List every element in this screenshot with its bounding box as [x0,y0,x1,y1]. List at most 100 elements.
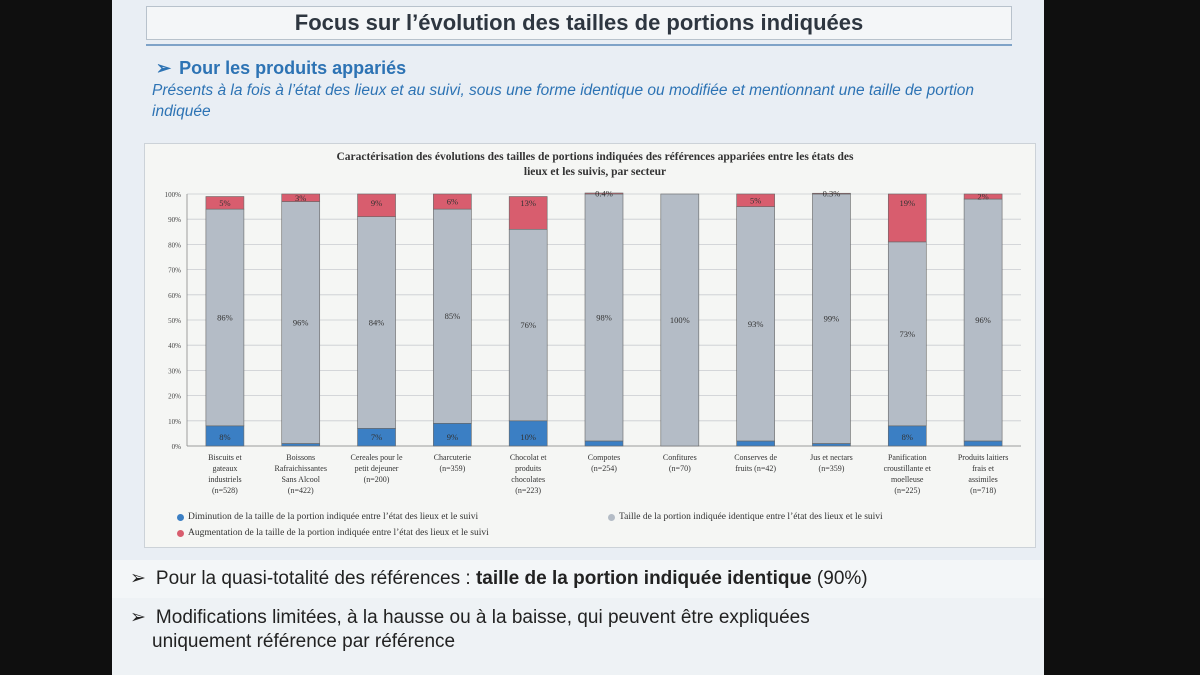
data-label: 7% [371,432,382,442]
x-category-label: (n=359) [439,464,465,473]
x-category-label: produits [515,464,541,473]
data-label: 3% [295,193,306,203]
y-tick-label: 20% [168,393,181,401]
x-category-label: moelleuse [891,475,924,484]
x-category-label: Jus et nectars [810,453,853,462]
legend-label-identical: Taille de la portion indiquée identique … [619,512,883,522]
bar-segment [584,193,624,442]
x-category-label: Conserves de [734,453,777,462]
data-label: 96% [975,315,991,325]
arrow-bullet-icon: ➢ [130,568,146,589]
bar-segment [508,196,548,230]
x-category-label: fruits (n=42) [735,464,776,473]
data-label: 98% [596,312,612,322]
legend-item-decrease: Diminution de la taille de la portion in… [177,512,478,522]
bar-segment [281,193,321,202]
stacked-bar-chart: 0% 10% 20% 30% 40% 50% 60% 70% 80% 90% 100% 8% 86% 5%… [165,188,1021,495]
x-category-label: (n=200) [364,475,390,484]
x-category-label: Biscuits et [208,453,242,462]
y-tick-label: 50% [168,317,181,325]
x-category-label: Sans Alcool [282,475,321,484]
data-label: 100% [670,315,690,325]
x-category-label: Compotes [588,453,620,462]
x-category-label: gateaux [212,464,237,473]
arrow-bullet-icon: ➢ [130,607,146,628]
bullet-row-2: ➢ Modifications limitées, à la hausse ou … [112,598,1044,675]
data-label: 8% [219,432,230,442]
data-label: 93% [748,319,764,329]
bar-segment [963,198,1003,442]
data-label: 19% [899,198,915,208]
legend-label-decrease: Diminution de la taille de la portion in… [188,512,479,522]
bullet-2-line2: uniquement référence par référence [152,631,456,652]
subtitle-text: Pour les produits appariés [179,58,407,78]
title-divider [146,44,1012,46]
x-category-label: chocolates [511,475,545,484]
x-category-label: Cereales pour le [351,453,403,462]
x-category-label: petit dejeuner [355,464,399,473]
x-category-label: Chocolat et [510,453,547,462]
bar-segment [887,241,927,427]
bar-segment [887,193,927,243]
x-category-label: industriels [208,475,241,484]
y-tick-label: 80% [168,241,181,249]
x-category-label: (n=70) [669,464,691,473]
bar-segment [205,208,245,427]
y-tick-label: 70% [168,267,181,275]
bar-segment [736,193,775,207]
bullet-1-text: Pour la quasi-totalité des références : [155,568,476,589]
data-label: 5% [219,198,230,208]
x-category-label: assimiles [968,475,997,484]
slide: Focus sur l’évolution des tailles de por… [112,0,1044,675]
data-label: 9% [371,198,382,208]
y-tick-label: 100% [165,191,182,199]
x-category-label: Charcuterie [434,453,472,462]
bar-segment [812,443,851,447]
x-category-label: (n=718) [970,486,996,495]
x-category-label: frais et [972,464,995,473]
x-category-label: (n=528) [212,486,238,495]
y-tick-label: 90% [168,216,181,224]
bullet-2-line1: Modifications limitées, à la hausse ou à… [155,607,810,628]
x-category-label: Produits laitiers [958,453,1008,462]
bar-segment [736,206,775,442]
data-label: 0.4% [595,188,613,198]
bar-segment [281,201,321,444]
bar-segment [357,193,396,217]
data-label: 76% [520,320,536,330]
data-label: 13% [520,198,536,208]
bar-segment [433,193,472,210]
chart-title-line1: Caractérisation des évolutions des taill… [336,151,854,163]
bar-segment [812,193,851,444]
x-category-label: Boissons [286,453,315,462]
legend-swatch-decrease [177,513,184,521]
bullet-1-bold: taille de la portion indiquée identique [475,568,812,589]
slide-title-bar: Focus sur l’évolution des tailles de por… [146,6,1012,40]
bar-segment [660,193,700,447]
bar-segment [812,192,851,195]
x-category-label: croustillante et [884,464,932,473]
y-tick-label: 10% [168,418,181,426]
x-category-label: (n=422) [288,486,314,495]
bullet-1-tail: (90%) [811,568,868,589]
bar-segment [205,196,245,210]
x-category-label: Panification [888,453,927,462]
subtitle-description: Présents à la fois à l’état des lieux et… [152,82,974,120]
bar-segment [508,228,548,422]
data-label: 6% [447,197,458,207]
y-tick-label: 60% [168,292,181,300]
data-label: 5% [750,195,761,205]
x-category-label: (n=225) [894,486,920,495]
data-label: 0.3% [823,189,841,199]
legend-swatch-identical [608,513,615,521]
data-label: 96% [293,318,309,328]
x-category-label: (n=223) [515,486,541,495]
chart-title: Caractérisation des évolutions des taill… [245,150,945,180]
data-label: 85% [445,311,461,321]
data-label: 9% [447,432,458,442]
data-label: 8% [902,432,913,442]
x-category-label: (n=254) [591,464,617,473]
y-tick-label: 30% [168,367,181,375]
chart-panel: Caractérisation des évolutions des taill… [144,143,1036,548]
bullet-1: ➢ Pour la quasi-totalité des références :… [130,567,868,590]
